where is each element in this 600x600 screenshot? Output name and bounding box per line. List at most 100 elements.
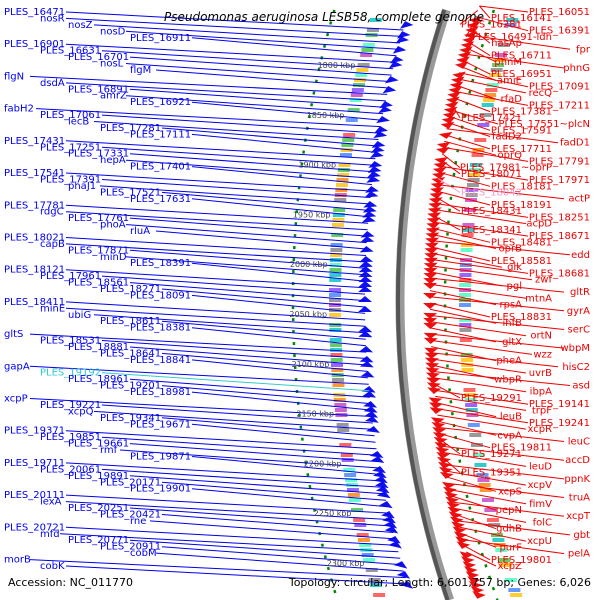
forward-cds-arrow [438, 466, 453, 474]
label-leader-line [129, 249, 366, 269]
forward-cds-arrow [423, 292, 438, 299]
label-leader-line [475, 16, 529, 32]
label-leader-line [452, 97, 491, 113]
label-leader-line [93, 410, 374, 430]
reverse-cds-arrow [366, 171, 381, 178]
feature-block [341, 143, 354, 147]
label-leader-line [430, 333, 565, 349]
kbp-tick-label: 1900 kbp [298, 161, 336, 170]
feature-block [332, 383, 345, 387]
reverse-cds-arrow [375, 486, 390, 494]
feature-block [353, 518, 366, 522]
forward-cds-arrow [437, 461, 452, 469]
feature-block [365, 568, 378, 572]
feature-block [333, 208, 346, 212]
gene-label-forward: phnG [563, 63, 590, 74]
feature-block [460, 248, 473, 252]
gene-label-forward: gltR [570, 287, 590, 298]
feature-block [334, 408, 347, 412]
forward-cds-arrow [424, 242, 439, 249]
reverse-cds-arrow [358, 271, 373, 278]
kbp-tick-label: 2300 kbp [327, 559, 365, 568]
feature-block [330, 253, 343, 257]
gene-label-reverse: rdgC [40, 207, 64, 218]
gene-label-reverse: PLES_19371 [4, 426, 65, 437]
gene-label-reverse: PLES_17871 [68, 245, 129, 256]
gene-label-forward: PLES_18191 [491, 200, 552, 211]
feature-block [347, 108, 360, 112]
gene-label-forward: PLES_16491-ldh [472, 32, 552, 43]
forward-cds-arrow [456, 541, 471, 549]
reverse-cds-arrow [374, 481, 389, 489]
forward-cds-arrow [429, 192, 444, 199]
forward-cds-arrow [465, 571, 480, 579]
label-leader-line [129, 475, 385, 495]
gene-label-forward: PLES_18581 [491, 256, 552, 267]
feature-block [504, 23, 517, 27]
reverse-cds-arrow [361, 216, 376, 223]
gene-label-reverse: capB [40, 239, 65, 250]
label-leader-line [430, 277, 565, 293]
label-leader-line [191, 262, 366, 282]
gene-label-forward: PLES_18681 [529, 268, 590, 279]
feature-block [465, 408, 478, 412]
feature-block [470, 443, 483, 447]
label-leader-line [435, 196, 461, 212]
label-leader-line [471, 28, 491, 44]
label-leader-line [65, 211, 368, 231]
feature-block [356, 533, 369, 537]
gene-label-forward: PLES_17981~oprP [460, 163, 552, 174]
reverse-cds-arrow [358, 326, 373, 333]
gene-label-reverse: fabH2 [4, 104, 34, 115]
gene-label-forward: serC [568, 325, 590, 336]
forward-cds-arrow [431, 177, 446, 184]
feature-block [362, 43, 375, 47]
feature-block [459, 288, 472, 292]
feature-block [351, 88, 364, 92]
label-leader-line [454, 90, 529, 106]
label-leader-line [101, 50, 394, 70]
gene-label-forward: PLES_16391 [529, 26, 590, 37]
forward-cds-arrow [435, 446, 450, 454]
feature-block [330, 358, 343, 362]
feature-block [499, 563, 512, 567]
feature-block [330, 353, 343, 357]
kbp-tick-label: 2050 kbp [289, 310, 327, 319]
gene-label-reverse: PLES_19711 [4, 458, 65, 469]
feature-block [478, 483, 491, 487]
feature-block [331, 233, 344, 237]
feature-block [349, 98, 362, 102]
gene-label-forward: accD [565, 455, 590, 466]
reverse-cds-arrow [359, 361, 374, 368]
gene-label-reverse: PLES_16891 [68, 84, 129, 95]
label-leader-line [161, 546, 403, 566]
gene-label-reverse: PLES_16911 [130, 33, 191, 44]
forward-cds-arrow [423, 337, 438, 344]
forward-cds-arrow [437, 456, 451, 464]
feature-block [467, 423, 480, 427]
gene-label-reverse: PLES_19192 [40, 368, 101, 379]
label-leader-line [455, 84, 497, 100]
gene-label-reverse: minE [40, 303, 65, 314]
gene-label-forward: amiE [497, 76, 522, 87]
label-leader-line [448, 115, 491, 131]
feature-block [482, 98, 495, 102]
feature-block [332, 378, 345, 382]
feature-block [495, 53, 508, 57]
gene-label-reverse: PLES_16901 [4, 39, 65, 50]
reverse-cds-arrow [372, 466, 386, 474]
gene-label-reverse: PLES_18981 [130, 387, 191, 398]
gene-label-forward: fadD2 [492, 132, 522, 143]
gene-label-forward: PLES_19291 [461, 393, 522, 404]
feature-block [474, 463, 487, 467]
gene-label-forward: folC [533, 517, 552, 528]
feature-block [329, 268, 342, 272]
forward-cds-arrow [455, 536, 469, 544]
forward-cds-arrow [447, 91, 461, 99]
label-leader-line [467, 41, 491, 57]
feature-block [346, 488, 359, 492]
gene-label-forward: gyrA [567, 306, 590, 317]
gene-label-reverse: xcpP [4, 394, 28, 405]
feature-block [459, 268, 472, 272]
label-leader-line [437, 184, 565, 200]
